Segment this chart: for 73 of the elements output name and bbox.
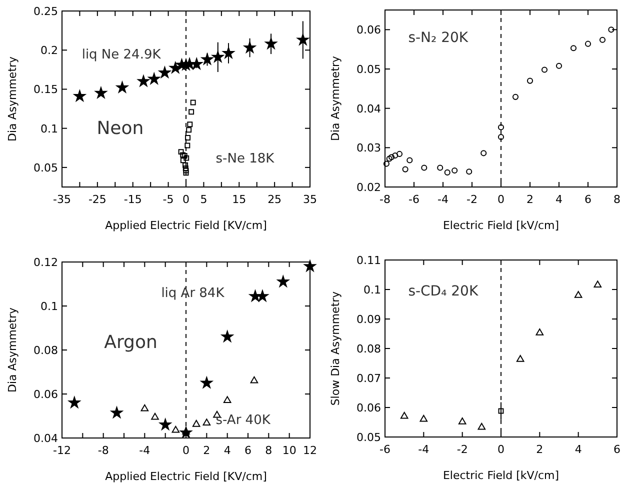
x-tick-label: -4 (418, 443, 430, 456)
x-tick-label: 6 (614, 443, 620, 456)
y-tick-label: 0.02 (356, 181, 381, 194)
y-tick-label: 0.09 (356, 313, 381, 326)
y-tick-label: 0.1 (40, 122, 58, 136)
x-tick-label: 8 (265, 444, 272, 457)
y-tick-label: 0.15 (34, 83, 58, 96)
y-tick-label: 0.03 (356, 142, 381, 155)
x-tick-label: 4 (224, 444, 231, 457)
x-tick-label: -25 (88, 193, 106, 206)
annotation: Neon (96, 118, 144, 140)
x-tick-label: 25 (268, 193, 282, 206)
annotation: liq Ne 24.9K (82, 48, 162, 63)
x-tick-label: 0 (498, 193, 504, 206)
x-tick-label: -2 (456, 443, 468, 456)
y-tick-label: 0.06 (356, 402, 381, 414)
x-tick-label: 6 (584, 193, 592, 206)
annotation: Argon (104, 332, 158, 354)
annotation: s-N₂ 20K (408, 30, 469, 46)
y-tick-label: 0.07 (356, 372, 381, 385)
x-axis-title: Applied Electric Field [KV/cm] (105, 219, 267, 232)
x-tick-label: 15 (232, 193, 246, 206)
y-tick-label: 0.1 (40, 300, 58, 313)
x-tick-label: 35 (303, 193, 317, 206)
y-tick-label: 0.05 (356, 431, 381, 444)
annotation: s-Ne 18K (216, 151, 275, 166)
x-tick-label: -35 (53, 193, 71, 206)
x-axis-title: Electric Field [kV/cm] (442, 469, 560, 482)
y-tick-label: 0.11 (356, 254, 381, 267)
annotation: liq Ar 84K (161, 286, 225, 302)
x-tick-label: 10 (282, 444, 296, 457)
y-axis-title: Dia Asymmetry (6, 56, 19, 142)
x-tick-label: -15 (124, 193, 142, 206)
y-tick-label: 0.06 (356, 24, 381, 37)
y-tick-label: 0.08 (34, 344, 58, 357)
y-axis-title: Slow Dia Asymmetry (329, 290, 342, 406)
x-tick-label: -2 (466, 193, 478, 206)
y-axis-title: Dia Asymmetry (329, 55, 342, 142)
y-tick-label: 0.06 (34, 388, 58, 401)
x-tick-label: 0 (182, 193, 190, 206)
y-tick-label: 0.2 (40, 44, 58, 58)
x-tick-label: -8 (98, 444, 109, 457)
x-tick-label: -6 (408, 193, 420, 206)
y-tick-label: 0.04 (356, 102, 381, 116)
y-tick-label: 0.08 (356, 342, 381, 356)
x-tick-label: -4 (438, 193, 448, 206)
y-tick-label: 0.05 (356, 63, 381, 76)
x-tick-label: -12 (53, 444, 71, 457)
x-tick-label: 2 (203, 444, 210, 457)
x-tick-label: 0 (498, 443, 504, 456)
x-tick-label: -8 (380, 193, 390, 206)
x-tick-label: 0 (182, 444, 190, 457)
y-axis-title: Dia Asymmetry (6, 306, 19, 393)
x-tick-label: 6 (244, 444, 252, 457)
y-tick-label: 0.25 (34, 5, 58, 18)
annotation: s-Ar 40K (216, 412, 271, 428)
x-tick-label: -6 (380, 443, 390, 456)
y-tick-label: 0.1 (364, 284, 381, 296)
x-tick-label: -5 (162, 193, 174, 206)
x-tick-label: 2 (526, 193, 534, 206)
x-tick-label: 4 (574, 443, 582, 456)
x-axis-title: Electric Field [kV/cm] (442, 219, 560, 232)
x-tick-label: 8 (614, 193, 620, 206)
x-tick-label: 12 (303, 444, 317, 457)
x-tick-label: 2 (536, 443, 544, 456)
annotation: s-CD₄ 20K (408, 283, 479, 300)
y-tick-label: 0.04 (34, 432, 58, 445)
y-tick-label: 0.05 (34, 161, 58, 174)
x-tick-label: 5 (200, 193, 208, 206)
x-axis-title: Applied Electric Field [KV/cm] (105, 470, 267, 483)
x-tick-label: 4 (556, 193, 562, 206)
x-tick-label: -4 (139, 444, 150, 457)
y-tick-label: 0.12 (34, 256, 58, 269)
